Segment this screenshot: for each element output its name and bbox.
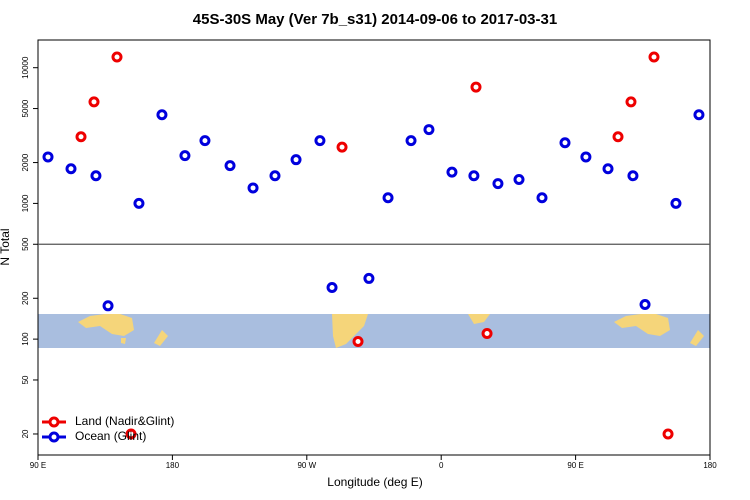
data-point <box>88 96 100 108</box>
data-point <box>639 298 651 310</box>
x-tick-label: 90 W <box>297 461 316 470</box>
y-tick-label: 200 <box>21 291 30 305</box>
data-point <box>625 96 637 108</box>
y-tick-label: 20 <box>21 429 30 438</box>
data-point <box>513 174 525 186</box>
y-tick-label: 500 <box>21 237 30 251</box>
data-point <box>612 131 624 143</box>
legend-marker <box>48 416 60 428</box>
data-point <box>363 272 375 284</box>
data-point <box>156 109 168 121</box>
data-point <box>179 150 191 162</box>
plot-frame <box>37 39 711 456</box>
map-strip <box>38 314 710 348</box>
y-axis-label: N Total <box>0 228 12 265</box>
data-point <box>102 300 114 312</box>
data-point <box>423 124 435 136</box>
x-tick-label: 180 <box>703 461 717 470</box>
data-point <box>536 192 548 204</box>
data-point <box>492 178 504 190</box>
x-axis-label: Longitude (deg E) <box>327 475 422 489</box>
x-tick-label: 0 <box>439 461 444 470</box>
data-point <box>326 282 338 294</box>
data-point <box>65 163 77 175</box>
data-point <box>446 166 458 178</box>
x-tick-label: 90 E <box>567 461 583 470</box>
data-point <box>75 131 87 143</box>
legend-label: Ocean (Glint) <box>75 429 146 443</box>
data-point <box>648 51 660 63</box>
data-point <box>352 336 364 348</box>
y-tick-label: 2000 <box>21 153 30 171</box>
data-point <box>481 328 493 340</box>
legend-marker <box>48 431 60 443</box>
data-point <box>670 197 682 209</box>
x-tick-label: 90 E <box>30 461 46 470</box>
x-tick-label: 180 <box>166 461 180 470</box>
y-tick-label: 50 <box>21 375 30 384</box>
data-point <box>224 160 236 172</box>
data-point <box>559 137 571 149</box>
data-point <box>269 170 281 182</box>
data-point <box>693 109 705 121</box>
data-point <box>247 182 259 194</box>
data-point <box>662 428 674 440</box>
y-tick-label: 5000 <box>21 99 30 117</box>
chart-title: 45S-30S May (Ver 7b_s31) 2014-09-06 to 2… <box>193 11 557 28</box>
data-point <box>580 151 592 163</box>
data-point <box>336 141 348 153</box>
data-point <box>199 135 211 147</box>
data-point <box>382 192 394 204</box>
data-point <box>125 428 137 440</box>
y-tick-label: 100 <box>21 332 30 346</box>
y-tick-label: 10000 <box>21 56 30 79</box>
y-tick-label: 1000 <box>21 194 30 212</box>
legend-label: Land (Nadir&Glint) <box>75 414 174 428</box>
data-point <box>42 151 54 163</box>
data-point <box>602 163 614 175</box>
data-point <box>133 197 145 209</box>
data-point <box>468 170 480 182</box>
data-point <box>290 154 302 166</box>
data-point <box>90 170 102 182</box>
data-point <box>627 170 639 182</box>
data-point <box>111 51 123 63</box>
data-point <box>470 81 482 93</box>
data-point <box>314 135 326 147</box>
data-point <box>405 135 417 147</box>
